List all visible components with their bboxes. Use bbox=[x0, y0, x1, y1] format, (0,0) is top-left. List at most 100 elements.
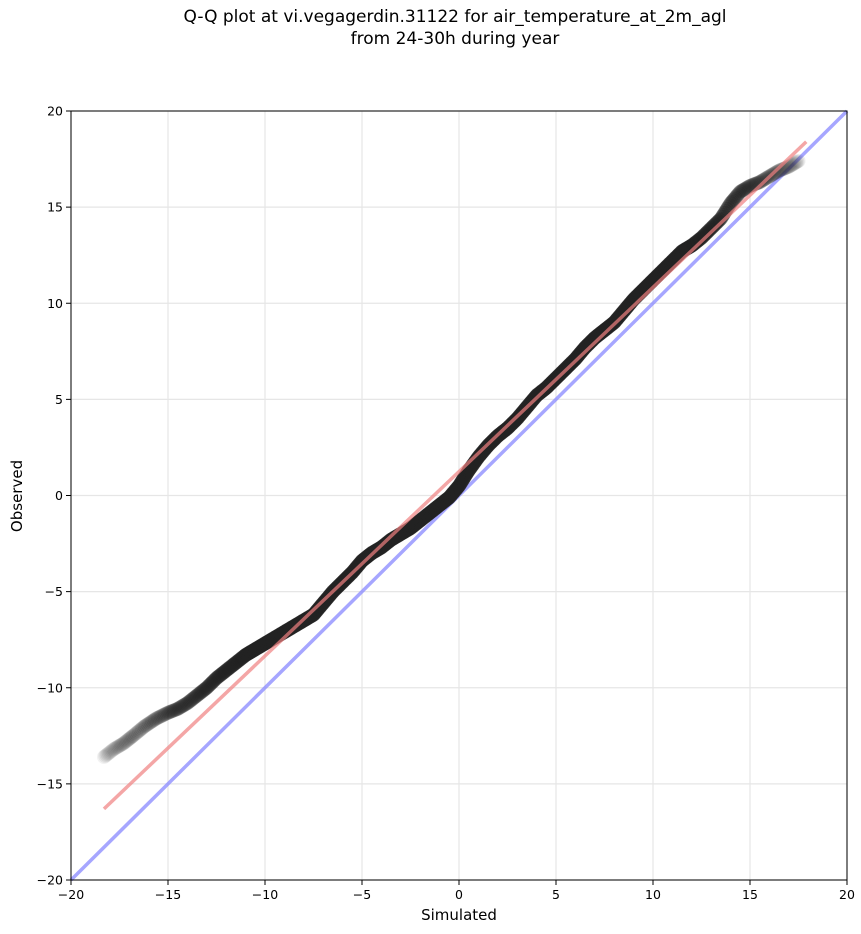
y-tick-label: 10 bbox=[47, 296, 63, 311]
x-tick-label: 15 bbox=[742, 887, 758, 902]
quantile-point bbox=[704, 221, 719, 236]
y-tick-label: −20 bbox=[37, 873, 63, 888]
quantile-point bbox=[161, 705, 175, 720]
quantile-point bbox=[772, 163, 787, 178]
quantile-point bbox=[784, 158, 799, 173]
quantile-point bbox=[121, 732, 136, 747]
x-axis-label: Simulated bbox=[421, 906, 497, 924]
quantile-point bbox=[100, 747, 115, 762]
quantile-point bbox=[120, 733, 135, 748]
quantile-point bbox=[214, 667, 229, 682]
x-tick-label: −5 bbox=[353, 887, 371, 902]
y-tick-label: 0 bbox=[55, 488, 63, 503]
quantile-point bbox=[133, 722, 148, 737]
x-tick-label: 20 bbox=[839, 887, 855, 902]
quantile-point bbox=[202, 678, 217, 693]
quantile-point bbox=[215, 666, 230, 681]
quantile-point bbox=[180, 696, 195, 711]
quantile-point bbox=[123, 730, 138, 745]
quantile-point bbox=[130, 725, 145, 740]
quantile-point bbox=[179, 696, 194, 711]
quantile-point bbox=[790, 154, 805, 169]
x-tick-label: 5 bbox=[552, 887, 560, 902]
x-tick-label: 10 bbox=[645, 887, 661, 902]
quantile-point bbox=[734, 184, 749, 199]
quantile-point bbox=[99, 748, 114, 763]
quantile-point bbox=[173, 700, 188, 715]
quantile-point bbox=[106, 742, 121, 757]
quantile-point bbox=[727, 191, 742, 206]
chart-title-line-2: from 24-30h during year bbox=[350, 29, 560, 49]
quantile-point bbox=[111, 739, 126, 754]
quantile-point bbox=[171, 701, 186, 716]
quantile-point bbox=[192, 686, 207, 701]
quantile-point bbox=[193, 685, 208, 700]
quantile-point bbox=[146, 713, 161, 728]
quantile-point bbox=[104, 744, 119, 759]
quantile-point bbox=[110, 740, 125, 755]
y-axis-label: Observed bbox=[8, 460, 26, 532]
chart-title: Q-Q plot at vi.vegagerdin.31122 for air_… bbox=[0, 6, 861, 50]
y-tick-label: 20 bbox=[47, 104, 63, 119]
quantile-point bbox=[705, 220, 720, 235]
quantile-point bbox=[176, 698, 191, 713]
quantile-point bbox=[155, 708, 170, 723]
quantile-point bbox=[712, 212, 727, 227]
quantile-point bbox=[127, 727, 142, 742]
quantile-point bbox=[699, 226, 714, 241]
quantile-point bbox=[156, 707, 171, 722]
quantile-point bbox=[98, 748, 113, 763]
quantile-point bbox=[701, 223, 716, 238]
quantile-point bbox=[194, 684, 209, 699]
quantile-point bbox=[124, 729, 139, 744]
axis-ticks: −20 −15 −10 −5 0 5 10 15 20 −20 −15 −10 −5 0 5 10 15 20 bbox=[37, 104, 855, 903]
quantile-point bbox=[728, 190, 743, 205]
quantile-point bbox=[117, 735, 132, 750]
fit-line-layer bbox=[102, 140, 808, 811]
quantile-point bbox=[729, 189, 744, 204]
x-tick-label: −10 bbox=[252, 887, 278, 902]
x-tick-label: 0 bbox=[455, 887, 463, 902]
quantile-point bbox=[150, 710, 165, 725]
quantile-point bbox=[722, 198, 737, 213]
y-tick-label: 15 bbox=[47, 200, 63, 215]
quantile-point bbox=[153, 709, 168, 724]
quantile-point bbox=[197, 682, 212, 697]
quantile-point bbox=[168, 702, 183, 717]
quantile-point bbox=[158, 707, 173, 722]
quantile-point bbox=[216, 665, 231, 680]
quantile-point bbox=[706, 218, 721, 233]
quantile-point bbox=[170, 701, 185, 716]
quantile-point bbox=[186, 691, 201, 706]
quantile-point bbox=[144, 714, 159, 729]
quantile-point bbox=[118, 734, 133, 749]
quantile-point bbox=[184, 693, 199, 708]
quantile-point bbox=[789, 155, 804, 170]
quantile-point bbox=[140, 717, 155, 732]
quantile-point bbox=[149, 711, 164, 726]
quantile-point bbox=[182, 694, 197, 709]
quantile-point bbox=[188, 689, 203, 704]
quantile-point bbox=[723, 196, 738, 211]
quantile-point bbox=[191, 687, 206, 702]
quantile-point bbox=[201, 679, 216, 694]
quantile-point bbox=[217, 664, 232, 679]
y-tick-label: −5 bbox=[45, 584, 63, 599]
fit-line bbox=[102, 140, 808, 811]
quantile-point bbox=[696, 228, 711, 243]
quantile-point bbox=[702, 222, 717, 237]
quantile-point bbox=[735, 183, 750, 198]
quantile-point bbox=[152, 710, 167, 725]
quantile-point bbox=[785, 157, 800, 172]
quantile-point bbox=[147, 712, 162, 727]
quantile-point bbox=[752, 175, 767, 190]
chart-title-line-1: Q-Q plot at vi.vegagerdin.31122 for air_… bbox=[183, 7, 727, 27]
quantile-point bbox=[143, 715, 158, 730]
quantile-point bbox=[159, 706, 174, 721]
quantile-point bbox=[103, 745, 118, 760]
quantile-point bbox=[209, 671, 224, 686]
quantile-point bbox=[196, 683, 211, 698]
quantile-point bbox=[203, 677, 218, 692]
quantile-point bbox=[732, 186, 747, 201]
